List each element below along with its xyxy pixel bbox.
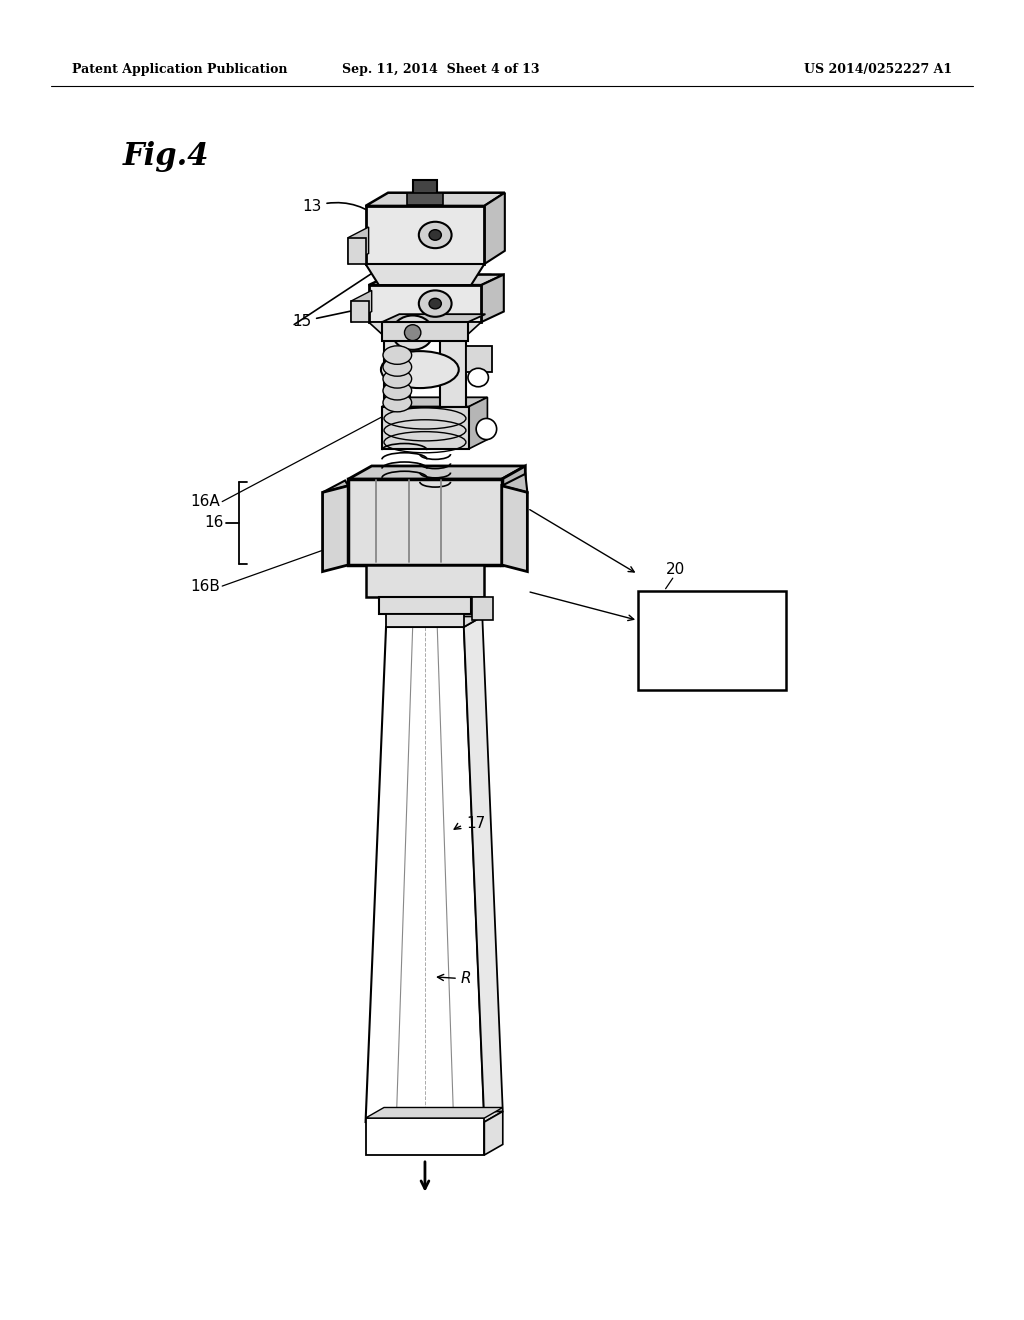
Polygon shape (366, 627, 484, 1122)
Polygon shape (382, 397, 487, 407)
Polygon shape (484, 193, 505, 264)
Text: Fig.4: Fig.4 (123, 141, 209, 172)
Text: 16B: 16B (190, 578, 220, 594)
Text: 15: 15 (292, 302, 382, 329)
Polygon shape (366, 554, 505, 565)
Ellipse shape (404, 325, 421, 341)
Polygon shape (502, 474, 527, 492)
Polygon shape (366, 264, 484, 285)
Polygon shape (323, 480, 348, 492)
Ellipse shape (383, 381, 412, 400)
Bar (366, 565, 484, 597)
Bar (407, 193, 443, 205)
Ellipse shape (383, 346, 412, 364)
Bar (638, 591, 786, 690)
Polygon shape (464, 616, 503, 1122)
Polygon shape (369, 275, 504, 285)
Ellipse shape (476, 418, 497, 440)
Bar (466, 346, 492, 372)
Ellipse shape (429, 230, 441, 240)
Polygon shape (351, 290, 372, 322)
Ellipse shape (419, 290, 452, 317)
Bar (366, 1118, 484, 1155)
Text: US 2014/0252227 A1: US 2014/0252227 A1 (804, 63, 952, 77)
Bar (348, 479, 502, 565)
Polygon shape (366, 1111, 503, 1122)
Ellipse shape (468, 368, 488, 387)
Bar (472, 597, 493, 620)
Polygon shape (323, 486, 348, 572)
Text: 20: 20 (666, 562, 685, 577)
Bar (369, 285, 481, 322)
Bar (382, 407, 469, 449)
Polygon shape (502, 486, 527, 572)
Polygon shape (484, 1111, 503, 1155)
Bar (384, 338, 410, 407)
Ellipse shape (383, 358, 412, 376)
Text: 16: 16 (204, 515, 223, 531)
Text: 13: 13 (302, 199, 383, 222)
Polygon shape (348, 466, 525, 479)
Text: CONTROL: CONTROL (674, 624, 750, 638)
Text: Patent Application Publication: Patent Application Publication (72, 63, 287, 77)
Text: 17: 17 (455, 816, 485, 830)
Polygon shape (351, 301, 369, 322)
Polygon shape (369, 322, 481, 338)
Polygon shape (502, 466, 525, 565)
Ellipse shape (419, 222, 452, 248)
Ellipse shape (383, 393, 412, 412)
Ellipse shape (383, 370, 412, 388)
Polygon shape (366, 1107, 503, 1118)
Text: UNIT: UNIT (693, 648, 730, 661)
Bar (379, 597, 471, 614)
Polygon shape (348, 227, 369, 264)
Polygon shape (348, 238, 366, 264)
Bar (413, 180, 437, 195)
Bar (382, 322, 468, 341)
Polygon shape (382, 314, 485, 322)
Bar (386, 614, 464, 627)
Ellipse shape (429, 298, 441, 309)
Text: Sep. 11, 2014  Sheet 4 of 13: Sep. 11, 2014 Sheet 4 of 13 (342, 63, 539, 77)
Text: R: R (437, 972, 471, 986)
Polygon shape (481, 275, 504, 322)
Bar (366, 206, 484, 264)
Ellipse shape (392, 315, 433, 350)
Polygon shape (366, 193, 505, 206)
Text: 16A: 16A (190, 494, 220, 510)
Polygon shape (469, 397, 487, 449)
Bar (440, 338, 466, 407)
Ellipse shape (381, 351, 459, 388)
Polygon shape (379, 275, 492, 285)
Polygon shape (386, 616, 482, 627)
